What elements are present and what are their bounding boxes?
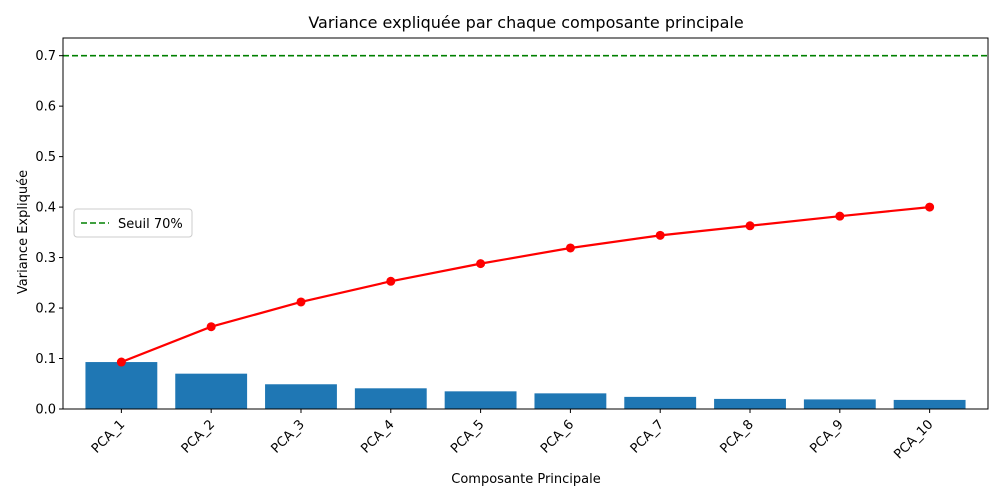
x-tick-label: PCA_4 — [358, 417, 397, 456]
bar — [85, 362, 158, 409]
legend-box — [73, 208, 193, 238]
y-axis-label: Variance Expliquée — [16, 170, 31, 294]
cumulative-point — [565, 243, 575, 253]
y-tick-label: 0.1 — [35, 352, 56, 367]
y-tick-label: 0.6 — [35, 100, 56, 115]
cumulative-point — [296, 297, 306, 307]
cumulative-line — [120, 206, 930, 364]
bar — [624, 396, 697, 409]
x-tick-label: PCA_1 — [89, 417, 128, 456]
y-tick-label: 0.4 — [35, 201, 56, 216]
bar — [265, 384, 337, 409]
cumulative-point — [925, 202, 935, 212]
x-tick-label: PCA_9 — [807, 417, 846, 456]
x-tick-label: PCA_6 — [538, 417, 577, 456]
x-tick-label: PCA_7 — [628, 417, 667, 456]
bar — [175, 373, 248, 409]
bar — [714, 398, 786, 409]
cumulative-point — [476, 259, 486, 269]
bar — [893, 399, 966, 409]
x-tick-label: PCA_2 — [179, 417, 218, 456]
cumulative-point — [745, 221, 755, 231]
x-tick-label: PCA_3 — [269, 417, 308, 456]
x-axis-label: Composante Principale — [451, 472, 601, 487]
cumulative-point — [386, 276, 396, 286]
cumulative-point — [206, 322, 216, 332]
bar — [444, 391, 517, 409]
y-tick-label: 0.2 — [35, 302, 56, 317]
plot-area: 0.0 0.1 0.2 0.3 0.4 0.5 0.6 0.7 PCA_1 PCA_2 PCA_3 P… — [35, 49, 988, 462]
y-tick-label: 0.0 — [35, 403, 56, 418]
x-tick-label: PCA_5 — [448, 417, 487, 456]
plot-frame — [62, 37, 989, 410]
x-tick-label: PCA_10 — [891, 417, 936, 462]
cumulative-point — [655, 230, 665, 240]
legend: Seuil 70% — [73, 208, 193, 238]
y-tick-label: 0.3 — [35, 251, 56, 266]
chart-title: Variance expliquée par chaque composante… — [308, 13, 743, 32]
bar — [803, 399, 876, 409]
y-tick-label: 0.5 — [35, 150, 56, 165]
x-tick-label: PCA_8 — [718, 417, 757, 456]
bar — [354, 388, 427, 409]
bar — [534, 393, 607, 409]
y-tick-label: 0.7 — [35, 49, 56, 64]
cumulative-point — [835, 211, 845, 221]
legend-threshold-label: Seuil 70% — [118, 217, 183, 232]
cumulative-point — [116, 357, 126, 367]
